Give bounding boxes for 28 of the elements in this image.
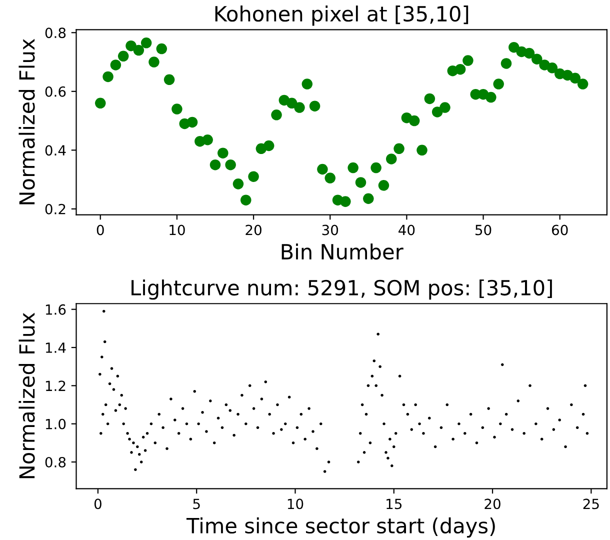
y-tick-label: 0.8 bbox=[45, 456, 66, 468]
y-axis-title: Normalized Flux bbox=[18, 38, 35, 204]
x-tick-label: 10 bbox=[288, 498, 304, 510]
x-tick-label: 10 bbox=[170, 224, 185, 236]
y-tick-label: 1.6 bbox=[46, 304, 66, 315]
x-tick-label: 15 bbox=[386, 498, 402, 510]
x-tick-label: 0 bbox=[96, 224, 104, 236]
y-tick-label: 1.4 bbox=[46, 342, 66, 353]
y-tick-label: 0.2 bbox=[45, 204, 66, 214]
x-tick-label: 50 bbox=[476, 224, 492, 236]
x-tick-label: 25 bbox=[583, 498, 599, 510]
y-tick-label: 0.8 bbox=[45, 28, 66, 38]
y-tick-label: 1.2 bbox=[46, 380, 66, 391]
x-tick-label: 20 bbox=[246, 224, 262, 236]
x-axis-title: Bin Number bbox=[282, 244, 404, 260]
y-axis-title: Normalized Flux bbox=[18, 312, 35, 478]
y-tick-label: 1.0 bbox=[46, 418, 66, 430]
x-tick-label: 30 bbox=[322, 224, 338, 236]
chart-title: Lightcurve num: 5291, SOM pos: [35,10] bbox=[132, 279, 552, 300]
x-tick-label: 60 bbox=[552, 224, 568, 236]
x-tick-label: 0 bbox=[94, 498, 102, 510]
y-tick-label: 0.4 bbox=[45, 145, 66, 156]
x-tick-label: 20 bbox=[484, 498, 500, 510]
x-axis-title: Time since sector start (days) bbox=[186, 517, 495, 538]
chart-title: Kohonen pixel at [35,10] bbox=[215, 6, 468, 26]
x-tick-label: 5 bbox=[193, 498, 200, 510]
x-tick-label: 40 bbox=[398, 224, 415, 236]
y-tick-label: 0.6 bbox=[45, 86, 66, 97]
